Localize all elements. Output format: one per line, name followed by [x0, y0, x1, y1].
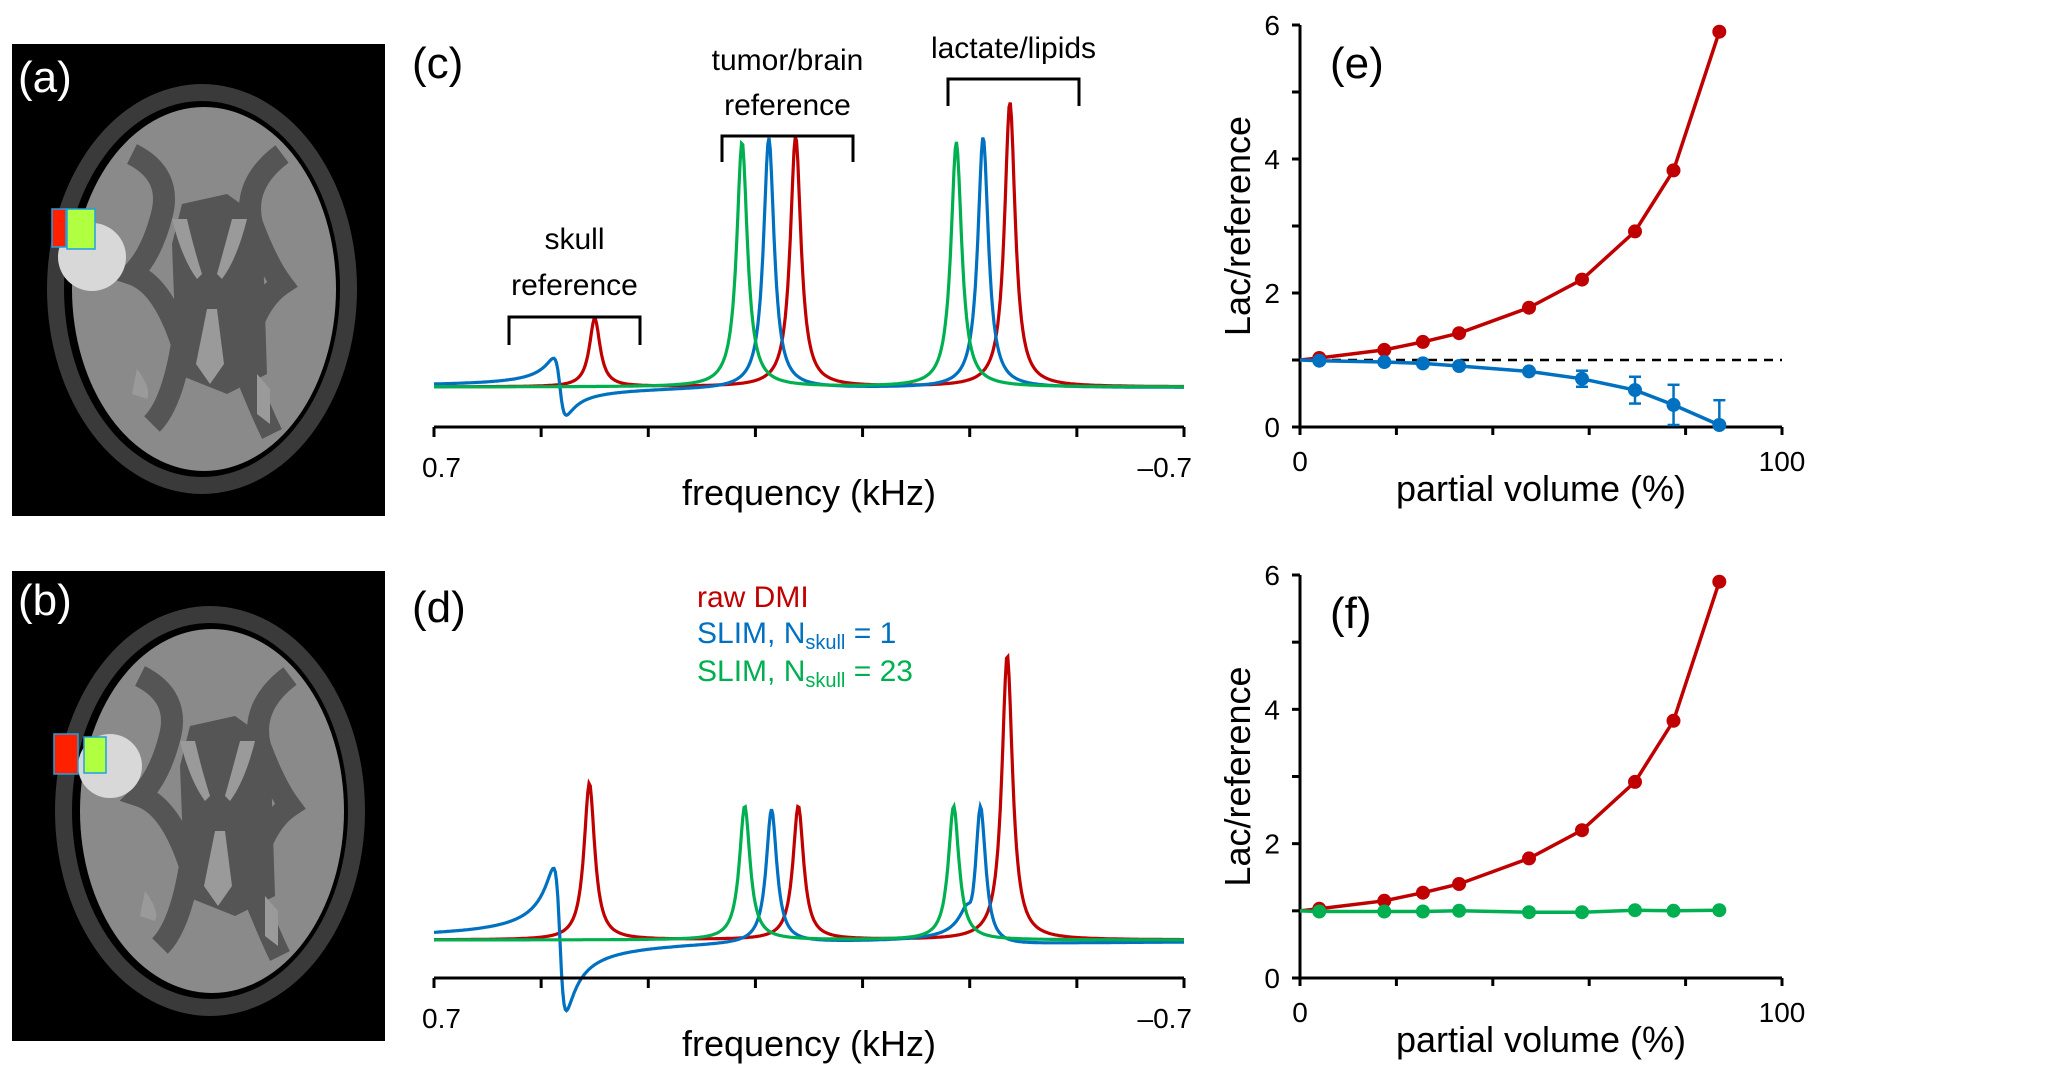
- data-point-slim1: [1575, 371, 1589, 386]
- panel-label-f: (f): [1330, 589, 1372, 638]
- x-tick-label-left: 0: [1292, 446, 1308, 477]
- x-tick-label-right: –0.7: [1138, 1003, 1193, 1034]
- x-axis-label: partial volume (%): [1396, 1019, 1686, 1060]
- legend-suffix-slim1: = 1: [845, 617, 897, 650]
- data-point-raw: [1712, 574, 1727, 589]
- data-point-slim23: [1666, 903, 1681, 918]
- y-tick-label: 6: [1264, 10, 1280, 41]
- y-tick-label: 0: [1264, 963, 1280, 994]
- data-point-raw: [1575, 823, 1589, 838]
- legend-item-slim-1: SLIM, Nskull = 1: [697, 617, 897, 654]
- data-point-slim23: [1628, 903, 1642, 918]
- y-axis-label: Lac/reference: [1217, 116, 1258, 336]
- data-point-slim23: [1712, 903, 1727, 918]
- spectrum-plot-d: 0.7 –0.7 frequency (kHz): [422, 652, 1193, 1064]
- data-point-slim1: [1628, 383, 1642, 398]
- data-point-raw: [1666, 163, 1681, 178]
- series-line-slim1: [1299, 358, 1721, 427]
- x-tick-label-left: 0.7: [422, 1003, 461, 1034]
- data-point-slim23: [1575, 905, 1589, 920]
- annotation-bracket: [507, 315, 642, 345]
- data-point-slim1: [1712, 418, 1727, 432]
- legend-item-slim-23: SLIM, Nskull = 23: [697, 655, 913, 692]
- spectrum-plot-c: 0.7 –0.7 frequency (kHz) skull reference tumo…: [422, 32, 1193, 513]
- data-point-raw: [1452, 326, 1467, 341]
- y-tick-label: 2: [1264, 829, 1280, 860]
- spectrum-line-slim23: [434, 139, 1184, 389]
- annotation-label: tumor/brain: [712, 44, 864, 77]
- brain-image-a: (a): [12, 44, 385, 516]
- panel-label-e: (e): [1330, 39, 1384, 88]
- legend-item-raw-dmi: raw DMI: [697, 583, 809, 613]
- data-point-raw: [1522, 851, 1536, 866]
- annotation-label: skull: [544, 223, 604, 256]
- series-line-slim23: [1299, 908, 1720, 914]
- annotation-label: reference: [724, 89, 851, 122]
- data-point-slim23: [1377, 904, 1392, 919]
- data-point-slim23: [1312, 904, 1327, 919]
- data-point-slim23: [1415, 904, 1430, 919]
- data-point-slim23: [1452, 903, 1467, 918]
- x-axis-label: partial volume (%): [1396, 468, 1686, 509]
- annotation-bracket: [720, 134, 855, 162]
- data-point-slim1: [1666, 397, 1681, 412]
- data-point-raw: [1377, 342, 1392, 357]
- x-tick-label-left: 0: [1292, 997, 1308, 1028]
- data-point-raw: [1522, 300, 1536, 315]
- legend-text-slim23: SLIM, N: [697, 655, 806, 688]
- data-point-raw: [1628, 224, 1642, 239]
- data-point-raw: [1628, 774, 1642, 789]
- ratio-plot-e: 0 2 4 6 0 100 partial volume (%) Lac/reference: [1217, 10, 1806, 509]
- y-tick-label: 2: [1264, 278, 1280, 309]
- panel-label-d: (d): [412, 583, 466, 632]
- data-point-slim1: [1312, 353, 1327, 368]
- x-axis-label: frequency (kHz): [682, 472, 936, 513]
- data-point-raw: [1452, 877, 1467, 891]
- series-line-raw: [1299, 581, 1721, 913]
- y-tick-label: 4: [1264, 694, 1280, 725]
- panel-label-a: (a): [18, 53, 72, 102]
- brain-phantom-b: [53, 606, 365, 1016]
- y-tick-label: 6: [1264, 560, 1280, 591]
- annotation-label: lactate/lipids: [931, 32, 1096, 65]
- annotation-bracket: [946, 77, 1081, 106]
- y-tick-label: 4: [1264, 144, 1280, 175]
- x-tick-label-left: 0.7: [422, 452, 461, 483]
- legend-sub-slim23: skull: [805, 670, 846, 692]
- y-axis-label: Lac/reference: [1217, 666, 1258, 886]
- x-axis-label: frequency (kHz): [682, 1023, 936, 1064]
- data-point-raw: [1377, 893, 1392, 908]
- data-point-raw: [1712, 24, 1727, 39]
- x-tick-label-right: –0.7: [1138, 452, 1193, 483]
- brain-image-b: (b): [12, 571, 385, 1041]
- data-point-slim1: [1377, 355, 1392, 369]
- x-tick-label-right: 100: [1759, 997, 1806, 1028]
- panel-label-c: (c): [412, 39, 464, 88]
- data-point-slim1: [1452, 359, 1467, 373]
- data-point-slim1: [1415, 356, 1430, 371]
- annotation-label: reference: [511, 269, 638, 302]
- data-point-slim1: [1522, 364, 1536, 379]
- data-point-raw: [1415, 885, 1430, 900]
- data-point-raw: [1666, 713, 1681, 728]
- series-line-raw: [1299, 31, 1721, 362]
- y-tick-label: 0: [1264, 412, 1280, 443]
- legend-text-slim1: SLIM, N: [697, 617, 806, 650]
- data-point-slim23: [1522, 905, 1536, 920]
- legend-text-raw: raw DMI: [697, 581, 809, 614]
- brain-phantom-a: [47, 84, 357, 494]
- data-point-raw: [1415, 334, 1430, 349]
- data-point-raw: [1575, 272, 1589, 287]
- legend-suffix-slim23: = 23: [845, 655, 913, 688]
- panel-label-b: (b): [18, 576, 72, 625]
- x-tick-label-right: 100: [1759, 446, 1806, 477]
- legend-sub-slim1: skull: [805, 632, 846, 654]
- spectrum-line-slim23: [434, 801, 1184, 942]
